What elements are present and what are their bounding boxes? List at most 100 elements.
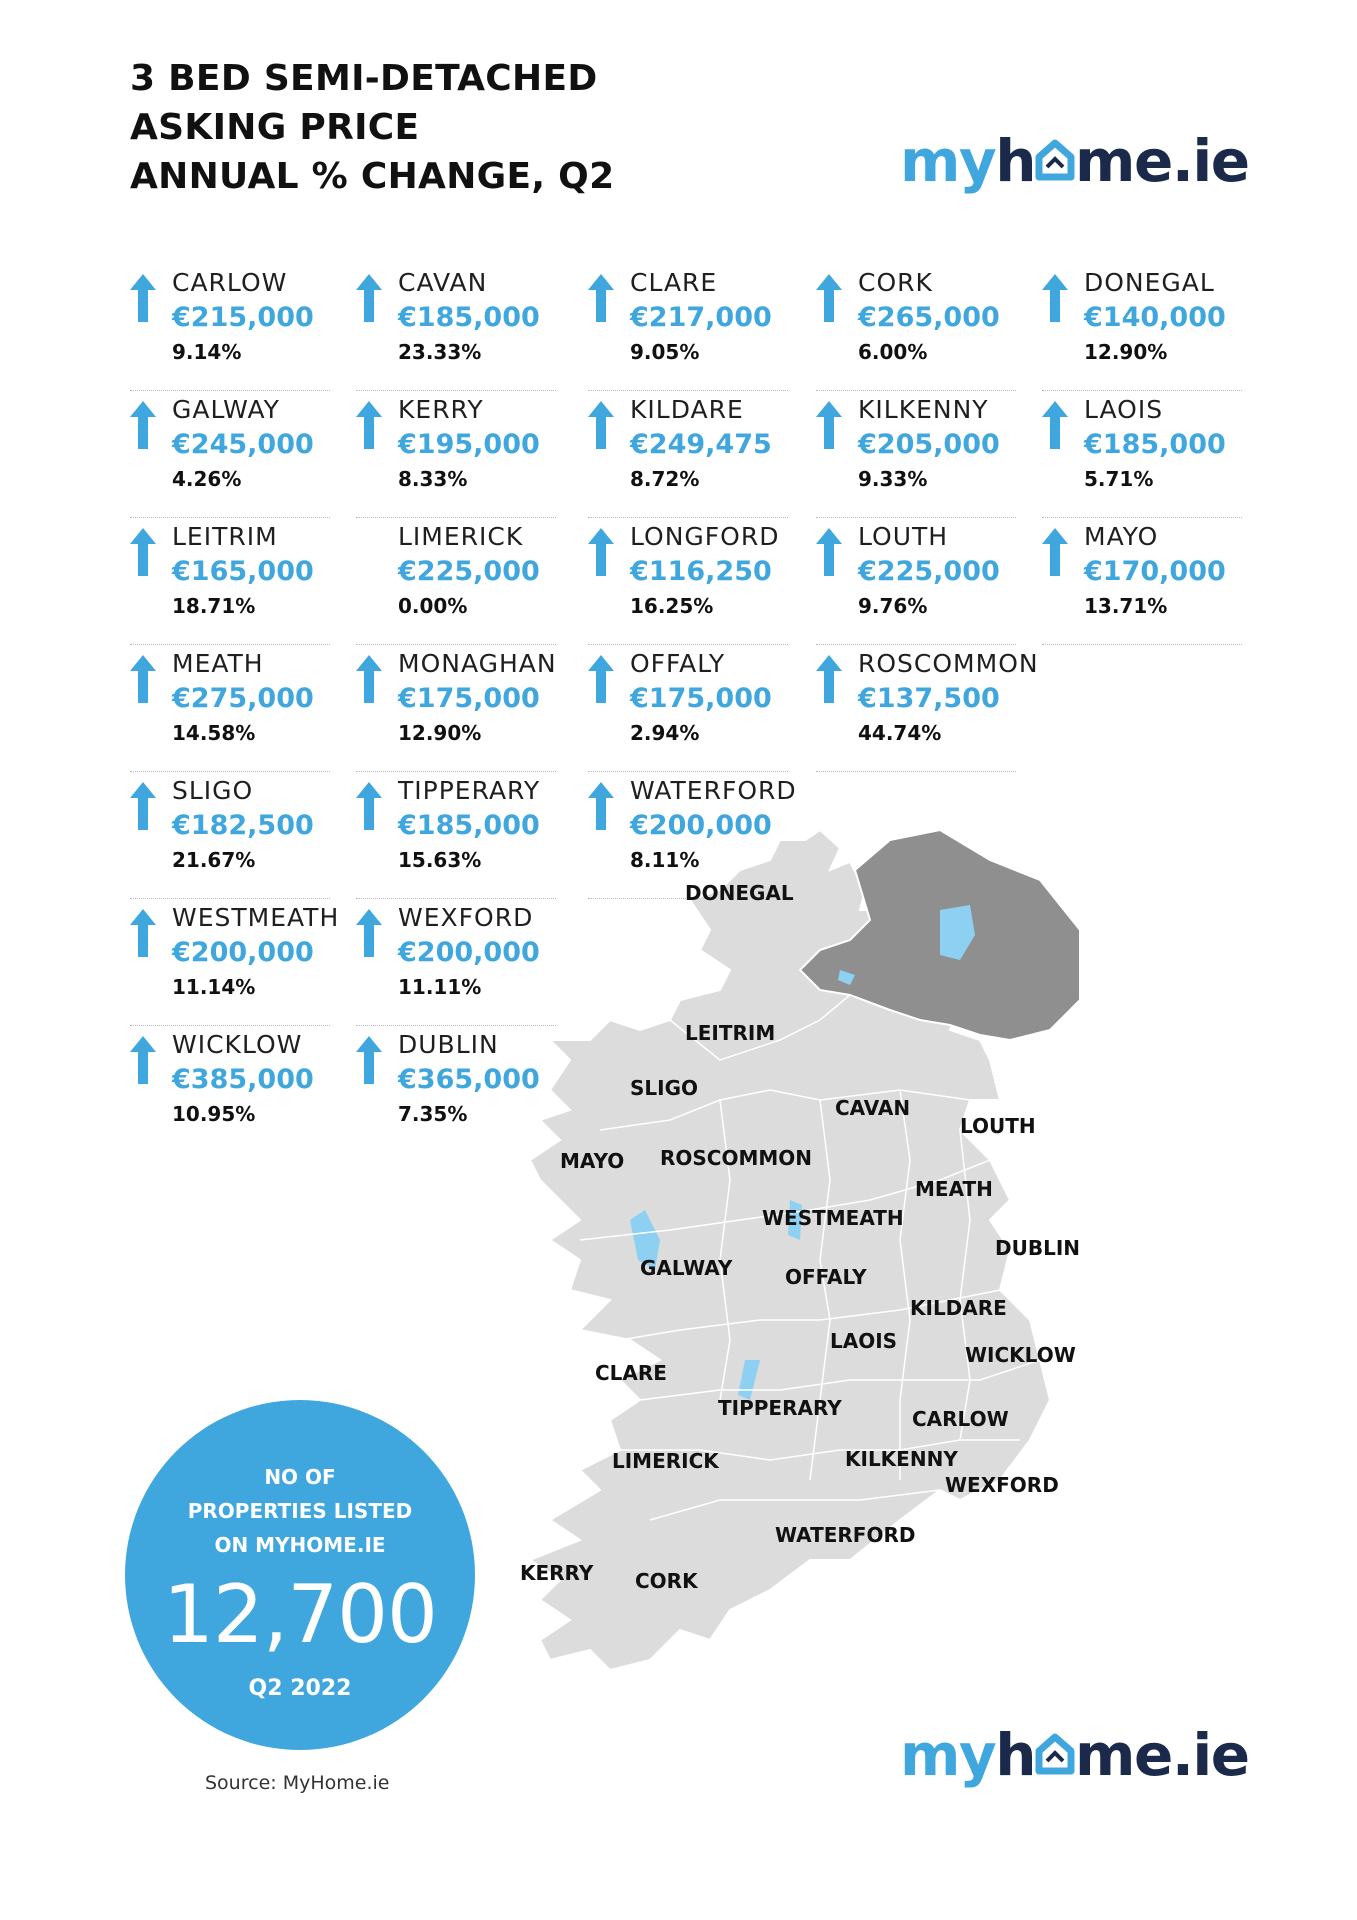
myhome-logo[interactable]: myh me.ie bbox=[900, 127, 1250, 195]
county-change: 12.90% bbox=[1084, 340, 1168, 364]
county-name: WATERFORD bbox=[630, 776, 797, 805]
county-card: SLIGO €182,500 21.67% bbox=[130, 772, 330, 899]
up-arrow-icon bbox=[130, 1036, 156, 1084]
map-label-cork: CORK bbox=[635, 1569, 699, 1593]
county-change: 7.35% bbox=[398, 1102, 468, 1126]
county-card: KILKENNY €205,000 9.33% bbox=[816, 391, 1016, 518]
county-card: WATERFORD €200,000 8.11% bbox=[588, 772, 796, 899]
county-card: MONAGHAN €175,000 12.90% bbox=[356, 645, 556, 772]
county-price: €200,000 bbox=[398, 937, 540, 968]
county-price: €140,000 bbox=[1084, 302, 1226, 333]
map-label-donegal: DONEGAL bbox=[685, 881, 794, 905]
up-arrow-icon bbox=[130, 909, 156, 957]
title-line-1: 3 BED SEMI-DETACHED bbox=[130, 58, 598, 99]
map-label-offaly: OFFALY bbox=[785, 1265, 867, 1289]
county-change: 23.33% bbox=[398, 340, 482, 364]
county-change: 12.90% bbox=[398, 721, 482, 745]
county-change: 8.33% bbox=[398, 467, 468, 491]
map-label-galway: GALWAY bbox=[640, 1256, 733, 1280]
listings-period: Q2 2022 bbox=[248, 1676, 352, 1701]
map-label-dublin: DUBLIN bbox=[995, 1236, 1080, 1260]
county-price: €249,475 bbox=[630, 429, 772, 460]
county-price: €185,000 bbox=[398, 302, 540, 333]
county-card: LAOIS €185,000 5.71% bbox=[1042, 391, 1242, 518]
map-label-wexford: WEXFORD bbox=[945, 1473, 1059, 1497]
county-change: 9.14% bbox=[172, 340, 242, 364]
county-card: CLARE €217,000 9.05% bbox=[588, 264, 788, 391]
house-heart-o-icon bbox=[1035, 132, 1075, 190]
map-label-waterford: WATERFORD bbox=[775, 1523, 915, 1547]
county-name: LOUTH bbox=[858, 522, 949, 551]
map-label-roscommon: ROSCOMMON bbox=[660, 1146, 812, 1170]
county-name: WEXFORD bbox=[398, 903, 534, 932]
county-card: WESTMEATH €200,000 11.14% bbox=[130, 899, 338, 1026]
up-arrow-icon bbox=[1042, 274, 1068, 322]
up-arrow-icon bbox=[356, 401, 382, 449]
ireland-land bbox=[527, 828, 1052, 1672]
map-label-leitrim: LEITRIM bbox=[685, 1021, 775, 1045]
lough-ree bbox=[788, 1200, 802, 1240]
county-name: LAOIS bbox=[1084, 395, 1164, 424]
county-name: DUBLIN bbox=[398, 1030, 499, 1059]
up-arrow-icon bbox=[356, 655, 382, 703]
county-change: 5.71% bbox=[1084, 467, 1154, 491]
county-card: ROSCOMMON €137,500 44.74% bbox=[816, 645, 1038, 772]
map-label-cavan: CAVAN bbox=[835, 1096, 910, 1120]
myhome-logo-footer[interactable]: myh me.ie bbox=[900, 1721, 1250, 1789]
county-card: CARLOW €215,000 9.14% bbox=[130, 264, 330, 391]
county-change: 11.11% bbox=[398, 975, 482, 999]
county-borders bbox=[579, 994, 1041, 1521]
county-name: OFFALY bbox=[630, 649, 726, 678]
up-arrow-icon bbox=[588, 782, 614, 830]
county-name: WESTMEATH bbox=[172, 903, 340, 932]
lough-erne bbox=[838, 970, 855, 985]
county-price: €200,000 bbox=[172, 937, 314, 968]
house-heart-o-icon bbox=[1035, 1726, 1075, 1784]
title-line-2: ASKING PRICE bbox=[130, 107, 420, 148]
listings-count-circle: NO OF PROPERTIES LISTED ON MYHOME.IE 12,… bbox=[125, 1400, 475, 1750]
county-card: WICKLOW €385,000 10.95% bbox=[130, 1026, 330, 1153]
county-card: WEXFORD €200,000 11.11% bbox=[356, 899, 556, 1026]
county-name: CLARE bbox=[630, 268, 718, 297]
county-name: CARLOW bbox=[172, 268, 288, 297]
county-price: €200,000 bbox=[630, 810, 772, 841]
map-label-laois: LAOIS bbox=[830, 1329, 897, 1353]
county-change: 4.26% bbox=[172, 467, 242, 491]
up-arrow-icon bbox=[588, 401, 614, 449]
county-name: KILDARE bbox=[630, 395, 744, 424]
map-label-tipperary: TIPPERARY bbox=[718, 1396, 842, 1420]
county-change: 2.94% bbox=[630, 721, 700, 745]
up-arrow-icon bbox=[130, 655, 156, 703]
county-change: 13.71% bbox=[1084, 594, 1168, 618]
county-price: €365,000 bbox=[398, 1064, 540, 1095]
county-change: 44.74% bbox=[858, 721, 942, 745]
county-change: 9.05% bbox=[630, 340, 700, 364]
county-price: €215,000 bbox=[172, 302, 314, 333]
county-name: MEATH bbox=[172, 649, 264, 678]
up-arrow-icon bbox=[356, 782, 382, 830]
county-card: MEATH €275,000 14.58% bbox=[130, 645, 330, 772]
ireland-county-map: DONEGAL LEITRIM SLIGO CAVAN LOUTH MAYO R… bbox=[520, 828, 1081, 1672]
map-label-wicklow: WICKLOW bbox=[965, 1343, 1076, 1367]
county-name: ROSCOMMON bbox=[858, 649, 1039, 678]
county-name: CAVAN bbox=[398, 268, 488, 297]
county-name: DONEGAL bbox=[1084, 268, 1215, 297]
county-name: MONAGHAN bbox=[398, 649, 557, 678]
up-arrow-icon bbox=[356, 1036, 382, 1084]
map-label-sligo: SLIGO bbox=[630, 1076, 698, 1100]
county-card: LONGFORD €116,250 16.25% bbox=[588, 518, 788, 645]
county-change: 8.72% bbox=[630, 467, 700, 491]
county-name: MAYO bbox=[1084, 522, 1159, 551]
county-change: 18.71% bbox=[172, 594, 256, 618]
county-price: €225,000 bbox=[398, 556, 540, 587]
county-change: 6.00% bbox=[858, 340, 928, 364]
map-label-kerry: KERRY bbox=[520, 1561, 594, 1585]
map-label-kildare: KILDARE bbox=[910, 1296, 1007, 1320]
page-title: 3 BED SEMI-DETACHED ASKING PRICE ANNUAL … bbox=[130, 54, 614, 201]
county-name: CORK bbox=[858, 268, 933, 297]
map-label-clare: CLARE bbox=[595, 1361, 667, 1385]
up-arrow-icon bbox=[588, 528, 614, 576]
up-arrow-icon bbox=[130, 528, 156, 576]
up-arrow-icon bbox=[356, 274, 382, 322]
county-labels: DONEGAL LEITRIM SLIGO CAVAN LOUTH MAYO R… bbox=[520, 881, 1080, 1593]
